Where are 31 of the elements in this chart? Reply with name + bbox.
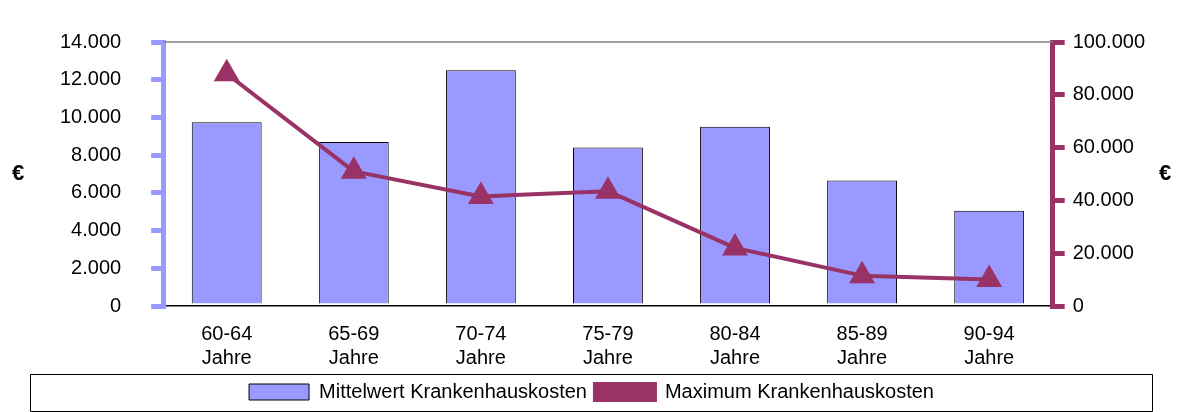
point [596, 178, 620, 199]
y-tick-label: 8.000 [71, 142, 122, 165]
point [469, 183, 493, 204]
y-tick-label: 2.000 [71, 255, 122, 278]
y-tick-label: 4.000 [71, 218, 122, 241]
y2-axis-title: € [1158, 160, 1172, 186]
x-tick-label: 80-84 Jahre [709, 321, 761, 368]
y2-tick-label: 100.000 [1072, 29, 1145, 52]
y-tick-label: 0 [110, 293, 122, 316]
point [342, 158, 366, 179]
point [849, 260, 875, 284]
point [723, 234, 747, 256]
x-tick-label: 70-74 Jahre [455, 321, 507, 368]
legend-label: Mittelwert Krankenhauskosten [319, 379, 587, 402]
y-axis-title: € [11, 160, 25, 186]
y2-tick-label: 80.000 [1072, 82, 1134, 105]
legend-label: Maximum Krankenhauskosten [664, 379, 934, 402]
y2-tick-label: 20.000 [1072, 240, 1134, 263]
point [976, 264, 1002, 288]
y2-tick-label: 40.000 [1072, 187, 1134, 210]
y2-tick-label: 60.000 [1072, 135, 1134, 158]
y-tick-label: 6.000 [71, 180, 122, 203]
x-tick-label: 65-69 Jahre [328, 321, 380, 368]
y-tick-label: 10.000 [60, 104, 122, 127]
y2-tick-label: 0 [1072, 293, 1084, 316]
x-tick-label: 90-94 Jahre [963, 321, 1015, 368]
x-tick-label: 60-64 Jahre [201, 321, 253, 368]
x-tick-label: 85-89 Jahre [836, 321, 888, 368]
y-tick-label: 12.000 [60, 67, 122, 90]
x-tick-label: 75-79 Jahre [582, 321, 634, 368]
y-tick-label: 14.000 [60, 29, 122, 52]
